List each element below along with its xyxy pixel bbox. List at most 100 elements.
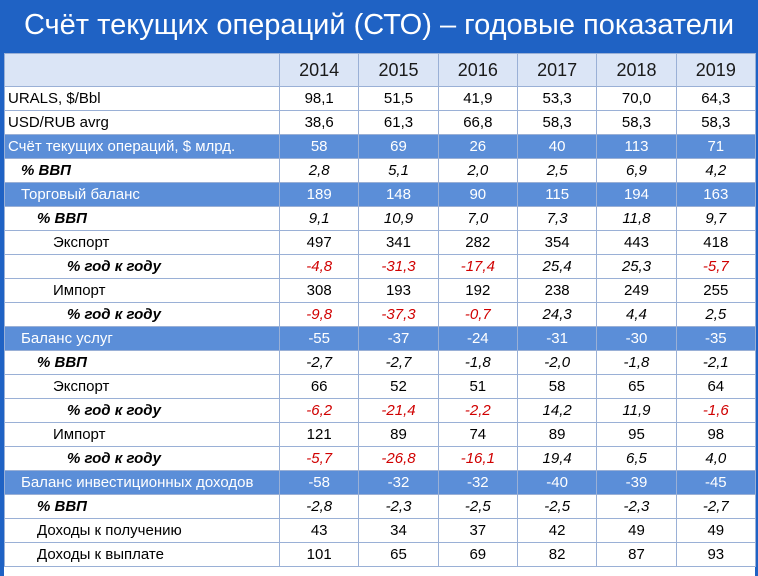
row-label: Экспорт xyxy=(4,374,280,399)
table-cell: 51,5 xyxy=(358,86,439,111)
table-row: % ВВП 9,1 10,9 7,0 7,3 11,8 9,7 xyxy=(4,206,756,231)
table-cell: -24 xyxy=(437,326,518,351)
table-cell: 65 xyxy=(358,542,439,567)
table-cell: 58,3 xyxy=(516,110,598,135)
table-cell: 69 xyxy=(437,542,518,567)
table-cell: 497 xyxy=(278,230,360,255)
table-cell: 41,9 xyxy=(437,86,518,111)
row-label: % год к году xyxy=(4,398,280,423)
table-cell: 148 xyxy=(358,182,439,207)
table-row: USD/RUB avrg 38,6 61,3 66,8 58,3 58,3 58… xyxy=(4,110,756,135)
year-header: 2014 xyxy=(278,53,360,87)
table-row: URALS, $/Bbl 98,1 51,5 41,9 53,3 70,0 64… xyxy=(4,86,756,111)
table-cell: -58 xyxy=(278,470,360,495)
table-cell: 70,0 xyxy=(596,86,677,111)
table-cell: 53,3 xyxy=(516,86,598,111)
table-cell: 354 xyxy=(516,230,598,255)
table-cell: 4,0 xyxy=(675,446,756,471)
year-header: 2015 xyxy=(358,53,439,87)
table-row: Импорт 121 89 74 89 95 98 xyxy=(4,422,756,447)
year-header: 2019 xyxy=(675,53,756,87)
table-cell: -2,7 xyxy=(675,494,756,519)
row-label: Экспорт xyxy=(4,230,280,255)
table-cell: 7,3 xyxy=(516,206,598,231)
table-cell: 282 xyxy=(437,230,518,255)
table-cell: -2,7 xyxy=(278,350,360,375)
table-header-row: 2014 2015 2016 2017 2018 2019 xyxy=(4,53,756,87)
table-cell: 93 xyxy=(675,542,756,567)
table-cell: -55 xyxy=(278,326,360,351)
year-header: 2017 xyxy=(516,53,598,87)
year-header: 2018 xyxy=(596,53,677,87)
table-cell: -9,8 xyxy=(278,302,360,327)
section-row: Торговый баланс 189 148 90 115 194 163 xyxy=(4,182,756,207)
table-cell: 19,4 xyxy=(516,446,598,471)
row-label: Баланс услуг xyxy=(4,326,280,351)
table-cell: -39 xyxy=(596,470,677,495)
table-cell: 4,2 xyxy=(675,158,756,183)
table-cell: 443 xyxy=(596,230,677,255)
table-row: % ВВП 2,8 5,1 2,0 2,5 6,9 4,2 xyxy=(4,158,756,183)
table-cell: 51 xyxy=(437,374,518,399)
table-cell: 5,1 xyxy=(358,158,439,183)
table-cell: 249 xyxy=(596,278,677,303)
row-label: % год к году xyxy=(4,302,280,327)
row-label: Доходы к получению xyxy=(4,518,280,543)
table-cell: 64,3 xyxy=(675,86,756,111)
table-cell: 25,4 xyxy=(516,254,598,279)
table-cell: 95 xyxy=(596,422,677,447)
table-cell: 2,5 xyxy=(675,302,756,327)
table-row: Экспорт 66 52 51 58 65 64 xyxy=(4,374,756,399)
table-cell: 189 xyxy=(278,182,360,207)
table-cell: 4,4 xyxy=(596,302,677,327)
table-cell: 11,8 xyxy=(596,206,677,231)
section-row: Счёт текущих операций, $ млрд. 58 69 26 … xyxy=(4,134,756,159)
table-cell: 308 xyxy=(278,278,360,303)
row-label: % ВВП xyxy=(4,350,280,375)
table-cell: -2,2 xyxy=(437,398,518,423)
table-cell: 42 xyxy=(516,518,598,543)
table-row: Импорт 308 193 192 238 249 255 xyxy=(4,278,756,303)
table-cell: 7,0 xyxy=(437,206,518,231)
table-cell: 2,0 xyxy=(437,158,518,183)
row-label: % ВВП xyxy=(4,206,280,231)
row-label: Доходы к выплате xyxy=(4,542,280,567)
table-cell: 89 xyxy=(358,422,439,447)
table-cell: 9,7 xyxy=(675,206,756,231)
row-label: USD/RUB avrg xyxy=(4,110,280,135)
table-cell: 61,3 xyxy=(358,110,439,135)
table-cell: 69 xyxy=(358,134,439,159)
table-cell: -30 xyxy=(596,326,677,351)
table-row: Доходы к выплате 101 65 69 82 87 93 xyxy=(4,542,756,567)
table-cell: 2,8 xyxy=(278,158,360,183)
row-label: % год к году xyxy=(4,254,280,279)
row-label: Импорт xyxy=(4,422,280,447)
table-cell: -1,6 xyxy=(675,398,756,423)
table-cell: -17,4 xyxy=(437,254,518,279)
table-cell: 98 xyxy=(675,422,756,447)
table-cell: 34 xyxy=(358,518,439,543)
table-row: % ВВП -2,8 -2,3 -2,5 -2,5 -2,3 -2,7 xyxy=(4,494,756,519)
table-cell: 65 xyxy=(596,374,677,399)
table-cell: 163 xyxy=(675,182,756,207)
table-cell: 194 xyxy=(596,182,677,207)
table-row: % год к году -9,8 -37,3 -0,7 24,3 4,4 2,… xyxy=(4,302,756,327)
table-cell: 58 xyxy=(278,134,360,159)
table-cell: 10,9 xyxy=(358,206,439,231)
table-cell: -2,3 xyxy=(358,494,439,519)
table-cell: 24,3 xyxy=(516,302,598,327)
indicators-table: 2014 2015 2016 2017 2018 2019 URALS, $/B… xyxy=(4,53,756,567)
table-cell: 11,9 xyxy=(596,398,677,423)
table-cell: -21,4 xyxy=(358,398,439,423)
table-cell: 49 xyxy=(596,518,677,543)
table-cell: 43 xyxy=(278,518,360,543)
table-cell: 25,3 xyxy=(596,254,677,279)
section-row: Баланс инвестиционных доходов -58 -32 -3… xyxy=(4,470,756,495)
table-cell: -5,7 xyxy=(278,446,360,471)
table-cell: -2,3 xyxy=(596,494,677,519)
row-label: Торговый баланс xyxy=(4,182,280,207)
row-label: % ВВП xyxy=(4,494,280,519)
table-cell: -35 xyxy=(675,326,756,351)
table-row: % год к году -5,7 -26,8 -16,1 19,4 6,5 4… xyxy=(4,446,756,471)
table-cell: 6,5 xyxy=(596,446,677,471)
